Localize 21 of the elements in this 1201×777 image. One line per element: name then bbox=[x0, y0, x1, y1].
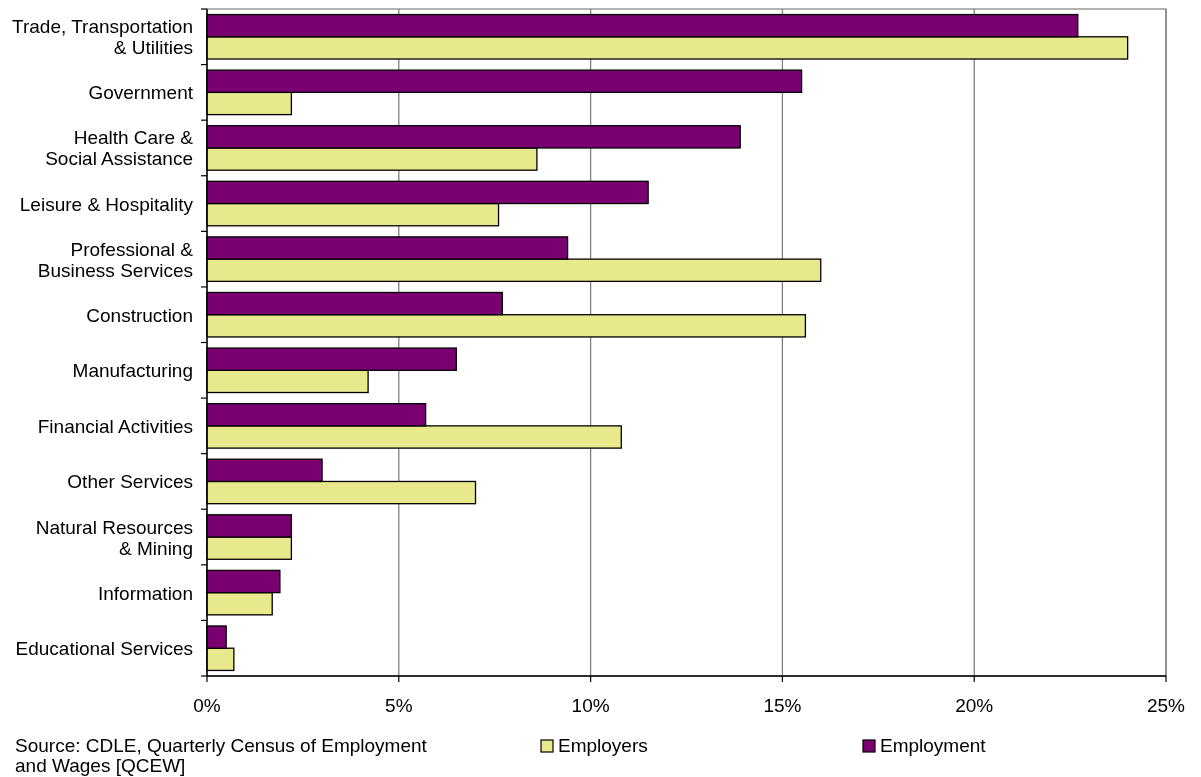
legend-label: Employers bbox=[558, 735, 648, 756]
y-tick-label: Health Care & Social Assistance bbox=[45, 127, 194, 170]
y-tick-label: Government bbox=[88, 82, 194, 104]
y-tick-label: Professional & Business Services bbox=[37, 238, 194, 281]
source-note: Source: CDLE, Quarterly Census of Employment and Wages [QCEW] bbox=[15, 735, 428, 776]
y-tick-label: Construction bbox=[86, 304, 193, 326]
y-tick-label: Trade, Transportation & Utilities bbox=[12, 16, 193, 59]
x-tick-label: 15% bbox=[763, 695, 802, 716]
y-tick-label: Information bbox=[97, 582, 193, 604]
x-tick-label: 25% bbox=[1146, 695, 1186, 716]
y-tick-label: Manufacturing bbox=[72, 360, 193, 382]
x-tick-label: 0% bbox=[193, 695, 221, 716]
x-tick-label: 10% bbox=[571, 695, 610, 716]
x-tick-label: 20% bbox=[955, 695, 994, 716]
legend-label: Employment bbox=[880, 735, 987, 756]
y-tick-label: Educational Services bbox=[15, 638, 193, 660]
y-tick-label: Financial Activities bbox=[37, 415, 193, 437]
x-tick-label: 5% bbox=[385, 695, 413, 716]
y-tick-label: Leisure & Hospitality bbox=[19, 193, 194, 215]
y-tick-label: Other Services bbox=[67, 471, 193, 493]
y-tick-label: Natural Resources & Mining bbox=[35, 516, 193, 559]
